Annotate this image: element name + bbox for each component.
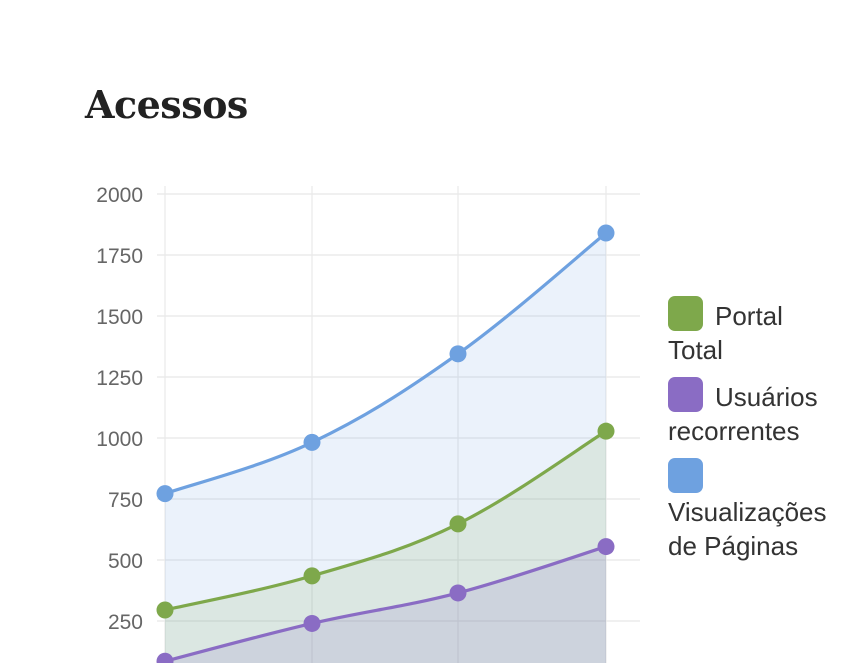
legend-swatch-portal-total	[668, 296, 703, 331]
legend: Portal Total Usuários recorrentes Visual…	[668, 296, 844, 573]
point-portal-total-2	[303, 567, 321, 585]
point-portal-total-1	[156, 601, 174, 619]
point-visualizacoes-3	[449, 345, 467, 363]
y-tick-label-1250: 1250	[96, 367, 143, 390]
point-visualizacoes-1	[156, 485, 174, 503]
y-tick-label-1750: 1750	[96, 245, 143, 268]
point-usuarios-recorrentes-4	[597, 538, 615, 556]
point-portal-total-3	[449, 515, 467, 533]
point-usuarios-recorrentes-1	[156, 652, 174, 663]
y-tick-label-1500: 1500	[96, 306, 143, 329]
legend-label-visualizacoes: Visualizações de Páginas	[668, 497, 827, 561]
legend-label-portal-total: Portal Total	[668, 301, 783, 365]
point-visualizacoes-4	[597, 224, 615, 242]
legend-item-visualizacoes[interactable]: Visualizações de Páginas	[668, 458, 844, 563]
legend-item-portal-total[interactable]: Portal Total	[668, 296, 844, 367]
legend-label-usuarios-recorrentes: Usuários recorrentes	[668, 382, 818, 446]
legend-swatch-usuarios-recorrentes	[668, 377, 703, 412]
legend-item-usuarios-recorrentes[interactable]: Usuários recorrentes	[668, 377, 844, 448]
line-portal-total	[164, 429, 607, 612]
y-tick-label-500: 500	[108, 550, 143, 573]
point-visualizacoes-2	[303, 433, 321, 451]
legend-swatch-visualizacoes	[668, 458, 703, 493]
area-visualizacoes	[165, 233, 606, 663]
area-portal-total	[165, 431, 606, 663]
y-tick-label-2000: 2000	[96, 184, 143, 207]
chart-title: Acessos	[85, 82, 248, 127]
point-portal-total-4	[597, 422, 615, 440]
line-visualizacoes	[164, 231, 608, 496]
point-usuarios-recorrentes-3	[449, 584, 467, 602]
line-usuarios-recorrentes	[164, 545, 607, 663]
y-tick-label-1000: 1000	[96, 428, 143, 451]
point-usuarios-recorrentes-2	[303, 614, 321, 632]
y-tick-label-750: 750	[108, 489, 143, 512]
y-tick-label-250: 250	[108, 611, 143, 634]
